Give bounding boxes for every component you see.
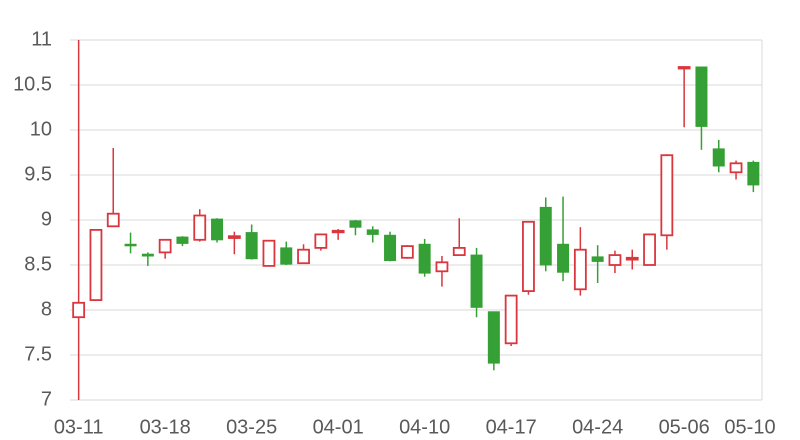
candle-body xyxy=(331,229,345,234)
candle-body xyxy=(747,161,760,186)
candle-body xyxy=(106,212,120,228)
x-tick-label: 03-25 xyxy=(226,416,277,438)
y-tick-label: 9 xyxy=(41,208,52,230)
candle-body xyxy=(470,254,483,308)
y-tick-label: 8 xyxy=(41,298,52,320)
candle-body xyxy=(660,154,674,237)
x-tick-label: 03-18 xyxy=(140,416,191,438)
candle-body xyxy=(262,239,276,267)
candle-body xyxy=(522,220,535,293)
candle-body xyxy=(314,233,328,249)
candle-body xyxy=(539,206,552,266)
candle-body xyxy=(227,235,241,239)
x-tick-label: 04-01 xyxy=(313,416,364,438)
candle-body xyxy=(435,261,449,273)
x-tick-label: 03-11 xyxy=(54,416,104,438)
candle-body xyxy=(141,253,154,257)
candle-body xyxy=(211,218,224,241)
candle-body xyxy=(504,294,518,345)
candle-body xyxy=(176,236,189,244)
candle-body xyxy=(729,162,743,174)
candle-body xyxy=(193,214,207,241)
y-tick-label: 7.5 xyxy=(24,343,52,365)
y-tick-label: 8.5 xyxy=(24,253,52,275)
candle-body xyxy=(677,66,691,70)
candle-body xyxy=(695,66,708,127)
candle-body xyxy=(72,301,86,319)
candle-body xyxy=(89,228,103,301)
y-tick-label: 7 xyxy=(41,388,52,410)
candle-body xyxy=(349,220,362,228)
candle-body xyxy=(400,245,414,259)
candle-body xyxy=(573,248,587,291)
candle-body xyxy=(158,238,172,254)
candle-body xyxy=(452,246,466,256)
x-tick-label: 04-17 xyxy=(486,416,537,438)
x-tick-label: 04-24 xyxy=(572,416,623,438)
candle-body xyxy=(608,254,622,266)
candle-body xyxy=(591,256,604,262)
candle-body xyxy=(245,232,258,260)
candle-body xyxy=(643,233,656,266)
x-tick-label: 05-10 xyxy=(724,416,775,438)
y-tick-label: 10 xyxy=(30,118,52,140)
candle-body xyxy=(557,243,570,273)
candle-body xyxy=(384,234,397,262)
candle-body xyxy=(124,243,137,247)
candle-body xyxy=(487,311,500,364)
y-tick-label: 11 xyxy=(31,28,52,50)
y-tick-label: 10.5 xyxy=(13,73,52,95)
x-tick-label: 04-10 xyxy=(399,416,450,438)
candle-body xyxy=(418,243,431,274)
candle-body xyxy=(712,148,725,167)
x-tick-label: 05-06 xyxy=(659,416,710,438)
candle-body xyxy=(625,256,639,261)
candle-body xyxy=(280,247,293,265)
candle-body xyxy=(366,229,379,235)
y-tick-label: 9.5 xyxy=(24,163,52,185)
candle-body xyxy=(297,248,310,265)
